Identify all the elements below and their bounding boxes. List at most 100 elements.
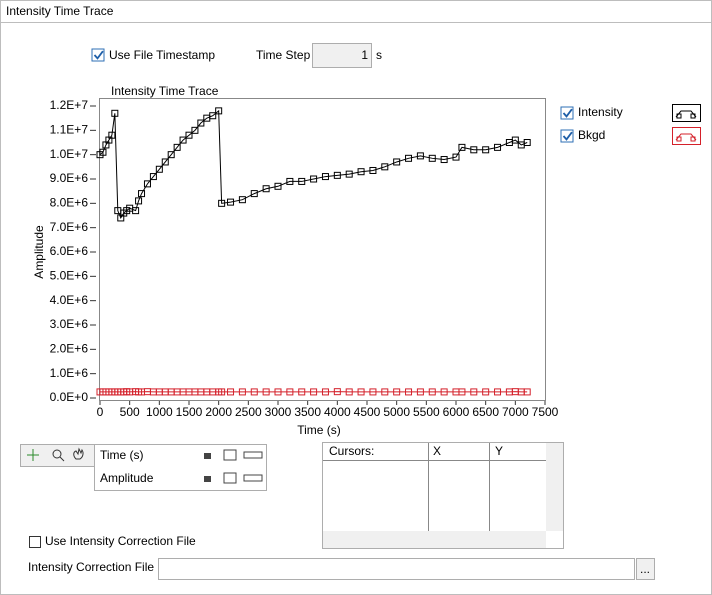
data-point — [262, 185, 270, 193]
data-point — [310, 175, 318, 183]
data-point — [405, 154, 413, 162]
data-point — [143, 180, 151, 188]
data-point — [369, 166, 377, 174]
numeric-input[interactable] — [312, 43, 372, 68]
y-tick-label: 1.2E+7 — [50, 98, 89, 112]
x-tick-label: 7000 — [502, 405, 529, 419]
y-tick-label: 8.0E+6 — [50, 196, 89, 210]
browse-button[interactable] — [636, 558, 655, 580]
scale-icons[interactable] — [204, 449, 263, 484]
legend-marker — [676, 136, 682, 142]
data-point — [345, 388, 353, 396]
column-header: Y — [495, 444, 503, 458]
browse-button-label[interactable]: ... — [640, 562, 650, 576]
x-tick-label: 3500 — [294, 405, 321, 419]
scale-legend-row: Amplitude — [100, 471, 154, 485]
y-tick-label: 9.0E+6 — [50, 171, 89, 185]
data-point — [179, 136, 187, 144]
data-point — [218, 199, 226, 207]
data-point — [393, 158, 401, 166]
y-tick-label: 1.0E+7 — [50, 147, 89, 161]
data-point — [298, 388, 306, 396]
data-point — [238, 388, 246, 396]
data-point — [494, 143, 502, 151]
data-point — [132, 207, 140, 215]
data-point — [511, 136, 519, 144]
data-point — [482, 388, 490, 396]
data-point — [167, 151, 175, 159]
toolbar-icons[interactable] — [27, 447, 84, 462]
data-point — [262, 388, 270, 396]
data-point — [218, 388, 226, 396]
y-tick-label: 5.0E+6 — [50, 269, 89, 283]
data-point — [215, 107, 223, 115]
checkbox-fill — [91, 48, 105, 62]
data-point — [99, 148, 107, 156]
data-point — [452, 153, 460, 161]
scale-legend-row: Time (s) — [100, 448, 144, 462]
data-point — [321, 173, 329, 181]
data-point — [227, 388, 235, 396]
data-point — [440, 156, 448, 164]
data-point — [138, 190, 146, 198]
data-point — [428, 388, 436, 396]
x-tick-label: 2000 — [205, 405, 232, 419]
checkbox[interactable] — [29, 536, 41, 548]
y-tick-label: 2.0E+6 — [50, 342, 89, 356]
legend-checkbox[interactable] — [560, 106, 574, 120]
x-tick-label: 0 — [97, 405, 104, 419]
data-point — [494, 388, 502, 396]
data-point — [357, 388, 365, 396]
data-point — [458, 388, 466, 396]
x-tick-label: 7500 — [532, 405, 559, 419]
column-header: Cursors: — [329, 444, 374, 458]
legend-marker — [676, 113, 682, 119]
legend-checkbox[interactable] — [560, 129, 574, 143]
scrollbar-h[interactable] — [323, 531, 546, 548]
data-point — [161, 158, 169, 166]
data-point — [227, 198, 235, 206]
x-tick-label: 3000 — [265, 405, 292, 419]
input-value[interactable]: 1 — [361, 48, 368, 62]
data-point — [185, 131, 193, 139]
y-tick-label: 7.0E+6 — [50, 220, 89, 234]
data-point — [321, 388, 329, 396]
data-point — [428, 154, 436, 162]
data-point — [458, 143, 466, 151]
y-tick-label: 4.0E+6 — [50, 293, 89, 307]
data-point — [310, 388, 318, 396]
checkbox-label[interactable]: Use Intensity Correction File — [45, 534, 196, 548]
scrollbar-v[interactable] — [546, 443, 563, 531]
x-tick-label: 1000 — [146, 405, 173, 419]
path-input[interactable] — [158, 558, 635, 580]
legend-swatch — [672, 104, 701, 122]
data-point — [416, 388, 424, 396]
data-point — [250, 190, 258, 198]
legend-marker — [690, 136, 696, 142]
legend-label: Intensity — [578, 105, 623, 119]
y-tick-label: 0.0E+0 — [50, 390, 89, 404]
data-point — [333, 171, 341, 179]
x-tick-label: 4500 — [354, 405, 381, 419]
check-mark — [93, 50, 104, 60]
legend-marker — [690, 113, 696, 119]
plot-area — [99, 98, 546, 401]
checkbox-label[interactable]: Use File Timestamp — [109, 48, 215, 62]
panel-title: Intensity Time Trace — [6, 4, 114, 18]
data-point — [381, 163, 389, 171]
x-tick-label: 6500 — [472, 405, 499, 419]
data-point — [416, 152, 424, 160]
data-point — [250, 388, 258, 396]
legend: Intensity Bkgd — [560, 104, 701, 145]
unit-label: s — [376, 48, 382, 62]
data-point — [440, 388, 448, 396]
data-point — [274, 388, 282, 396]
x-tick-label: 6000 — [443, 405, 470, 419]
x-tick-label: 1500 — [176, 405, 203, 419]
data-point — [173, 143, 181, 151]
y-tick-label: 3.0E+6 — [50, 317, 89, 331]
data-point — [405, 388, 413, 396]
field-label: Time Step — [256, 48, 311, 62]
data-point — [108, 131, 116, 139]
data-point — [381, 388, 389, 396]
